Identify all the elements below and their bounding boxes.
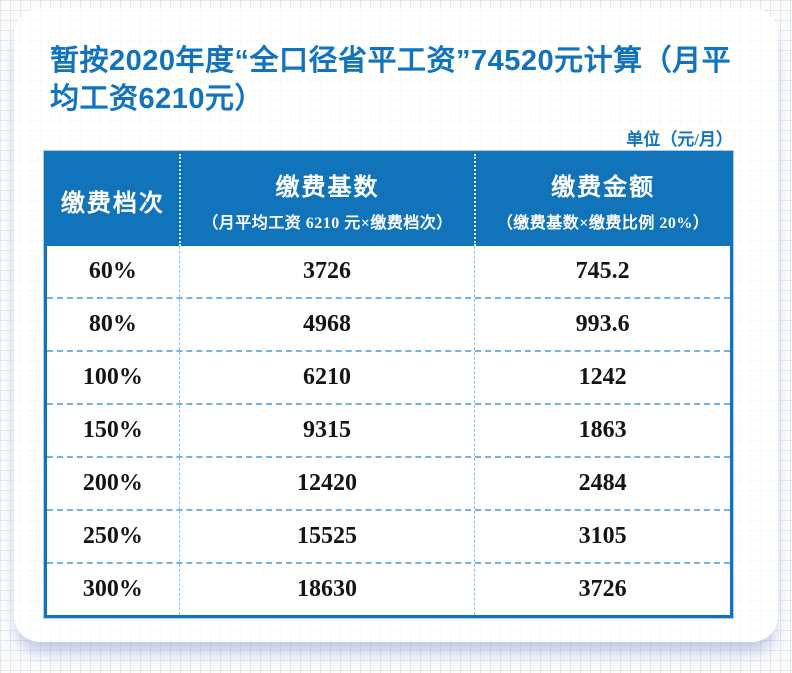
cell-tier: 300% — [82, 576, 143, 602]
cell-tier: 60% — [88, 258, 137, 284]
cell-base: 18630 — [178, 564, 474, 615]
table-row: 200% 12420 2484 — [47, 456, 730, 509]
cell-base: 9315 — [178, 405, 474, 456]
unit-note: 单位（元/月） — [626, 130, 733, 149]
cell-base: 12420 — [178, 458, 474, 509]
header-sublabel-amount: （缴费基数×缴费比例 20%） — [496, 215, 710, 232]
cell-base: 4968 — [178, 299, 474, 350]
table-row: 150% 9315 1863 — [47, 403, 730, 456]
header-sublabel-base: （月平均工资 6210 元×缴费档次） — [202, 215, 453, 232]
header-cell-tier: 缴费档次 — [47, 154, 179, 246]
cell-base: 3726 — [178, 246, 474, 297]
cell-amount: 745.2 — [474, 246, 730, 297]
header-cell-base: 缴费基数 （月平均工资 6210 元×缴费档次） — [178, 154, 474, 246]
cell-tier: 80% — [88, 311, 137, 337]
header-label-tier: 缴费档次 — [60, 190, 165, 217]
table-row: 80% 4968 993.6 — [47, 297, 730, 350]
cell-tier: 100% — [82, 364, 143, 390]
page-title: 暂按2020年度“全口径省平工资”74520元计算（月平均工资6210元） — [50, 45, 732, 115]
cell-tier: 150% — [82, 417, 143, 443]
cell-amount: 993.6 — [474, 299, 730, 350]
table-row: 300% 18630 3726 — [47, 562, 730, 615]
table-row: 250% 15525 3105 — [47, 509, 730, 562]
cell-base: 15525 — [178, 511, 474, 562]
header-label-amount: 缴费金额 — [551, 175, 656, 201]
cell-base: 6210 — [178, 352, 474, 403]
cell-tier: 250% — [82, 523, 143, 549]
cell-amount: 2484 — [474, 458, 730, 509]
cell-amount: 1863 — [474, 405, 730, 456]
cell-amount: 3105 — [474, 511, 730, 562]
cell-amount: 3726 — [474, 564, 730, 615]
contribution-table: 缴费档次 缴费基数 （月平均工资 6210 元×缴费档次） 缴费金额 （缴费基数… — [44, 151, 733, 618]
header-label-base: 缴费基数 — [275, 175, 380, 201]
header-cell-amount: 缴费金额 （缴费基数×缴费比例 20%） — [474, 154, 730, 246]
table-row: 60% 3726 745.2 — [47, 246, 730, 297]
table-header-row: 缴费档次 缴费基数 （月平均工资 6210 元×缴费档次） 缴费金额 （缴费基数… — [47, 154, 730, 246]
cell-tier: 200% — [82, 470, 143, 496]
table-row: 100% 6210 1242 — [47, 350, 730, 403]
cell-amount: 1242 — [474, 352, 730, 403]
